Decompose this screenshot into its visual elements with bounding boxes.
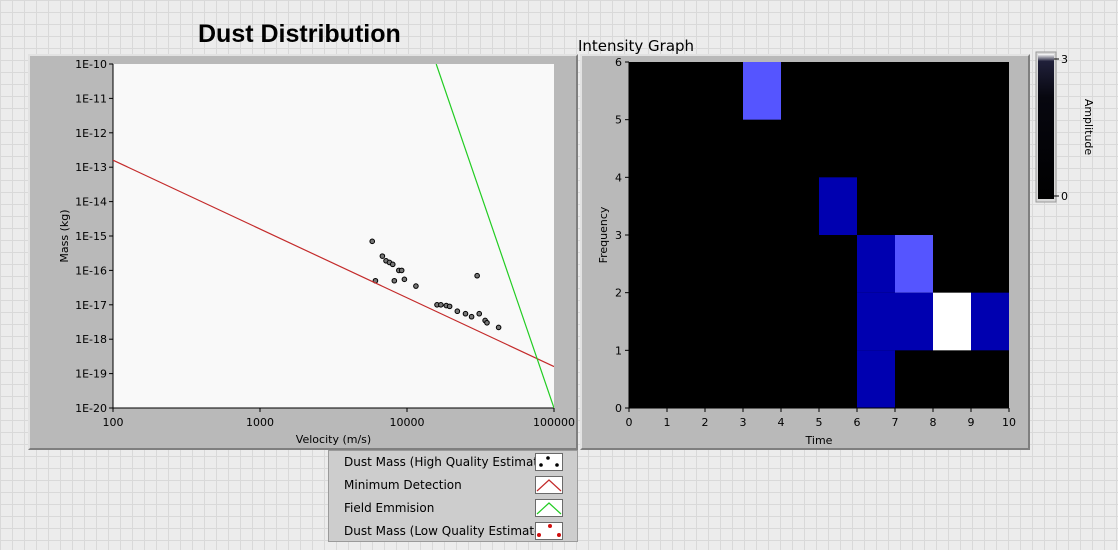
x-tick-label: 1 xyxy=(664,416,671,429)
y-tick-label: 1E-11 xyxy=(75,92,107,105)
colorscale-label: Amplitude xyxy=(1082,99,1095,156)
legend-item-low-quality[interactable]: Dust Mass (Low Quality Estimate) xyxy=(329,520,577,543)
legend-label: Dust Mass (Low Quality Estimate) xyxy=(344,524,547,538)
y-tick-label: 1 xyxy=(615,344,622,357)
dust-distribution-title: Dust Distribution xyxy=(198,20,401,48)
high-quality-point xyxy=(389,261,396,268)
x-tick-label: 8 xyxy=(930,416,937,429)
x-axis-label: Time xyxy=(805,434,833,447)
field-emission-line xyxy=(435,64,554,408)
x-tick-label: 100 xyxy=(103,416,124,429)
legend-item-high-quality[interactable]: Dust Mass (High Quality Estimate) xyxy=(329,451,577,474)
x-tick-label: 4 xyxy=(778,416,785,429)
y-tick-label: 1E-15 xyxy=(75,230,107,243)
heatmap-cell xyxy=(819,177,857,235)
y-tick-label: 1E-17 xyxy=(75,299,107,312)
y-tick-label: 1E-19 xyxy=(75,368,107,381)
plot-legend: Dust Mass (High Quality Estimate) Minimu… xyxy=(328,450,578,542)
legend-label: Field Emmision xyxy=(344,501,435,515)
heatmap-cell xyxy=(971,292,1009,351)
heatmap-cell xyxy=(933,292,971,351)
scatter-dots-icon xyxy=(535,453,563,471)
heatmap-cell xyxy=(857,350,895,408)
heatmap-cell xyxy=(895,292,933,351)
high-quality-point xyxy=(468,313,475,320)
heatmap-cell xyxy=(857,292,895,351)
plot-area xyxy=(113,64,554,408)
x-tick-label: 1000 xyxy=(246,416,274,429)
high-quality-point xyxy=(446,303,453,310)
y-tick-label: 1E-10 xyxy=(75,58,107,71)
y-tick-label: 1E-18 xyxy=(75,333,107,346)
y-tick-label: 2 xyxy=(615,287,622,300)
y-tick-label: 1E-13 xyxy=(75,161,107,174)
high-quality-point xyxy=(438,302,444,308)
colorscale-tick: 3 xyxy=(1061,53,1068,66)
plot-series xyxy=(113,64,554,408)
x-tick-label: 5 xyxy=(816,416,823,429)
high-quality-point xyxy=(413,283,419,289)
legend-label: Minimum Detection xyxy=(344,478,462,492)
y-axis-label: Frequency xyxy=(597,206,610,263)
high-quality-point xyxy=(474,272,480,279)
legend-item-field-emission[interactable]: Field Emmision xyxy=(329,497,577,520)
x-tick-label: 7 xyxy=(892,416,899,429)
y-tick-label: 1E-16 xyxy=(75,264,107,277)
minimum-detection-line xyxy=(113,159,554,368)
x-tick-label: 10 xyxy=(1002,416,1016,429)
high-quality-point xyxy=(369,238,376,245)
green-line-icon xyxy=(535,499,563,517)
high-quality-point xyxy=(391,277,398,284)
y-tick-label: 3 xyxy=(615,229,622,242)
high-quality-point xyxy=(476,310,483,317)
y-tick-label: 0 xyxy=(615,402,622,415)
amplitude-color-scale[interactable]: 3 0 Amplitude xyxy=(1032,50,1118,210)
x-tick-label: 100000 xyxy=(533,416,575,429)
high-quality-point xyxy=(401,276,408,283)
x-tick-label: 3 xyxy=(740,416,747,429)
high-quality-point xyxy=(379,253,386,259)
y-tick-label: 1E-14 xyxy=(75,196,107,209)
y-axis-label: Mass (kg) xyxy=(58,209,71,262)
x-tick-label: 6 xyxy=(854,416,861,429)
high-quality-point xyxy=(454,308,461,315)
y-tick-label: 6 xyxy=(615,56,622,69)
y-tick-label: 5 xyxy=(615,114,622,127)
x-tick-label: 0 xyxy=(626,416,633,429)
intensity-graph-title: Intensity Graph xyxy=(578,37,695,55)
x-tick-label: 2 xyxy=(702,416,709,429)
high-quality-point xyxy=(398,267,405,274)
x-axis-label: Velocity (m/s) xyxy=(296,433,371,446)
x-tick-label: 9 xyxy=(968,416,975,429)
red-line-icon xyxy=(535,476,563,494)
legend-label: Dust Mass (High Quality Estimate) xyxy=(344,455,551,469)
red-dots-icon xyxy=(535,522,563,540)
heatmap-cell xyxy=(857,235,895,293)
high-quality-point xyxy=(495,324,502,331)
heatmap-cell xyxy=(743,62,781,120)
y-tick-label: 1E-12 xyxy=(75,127,107,140)
heatmap-cell xyxy=(895,235,933,293)
y-tick-label: 4 xyxy=(615,171,622,184)
high-quality-point xyxy=(484,319,490,326)
legend-item-minimum-detection[interactable]: Minimum Detection xyxy=(329,474,577,497)
colorscale-tick: 0 xyxy=(1061,190,1068,203)
high-quality-point xyxy=(462,310,469,317)
x-tick-label: 10000 xyxy=(390,416,425,429)
y-tick-label: 1E-20 xyxy=(75,402,107,415)
